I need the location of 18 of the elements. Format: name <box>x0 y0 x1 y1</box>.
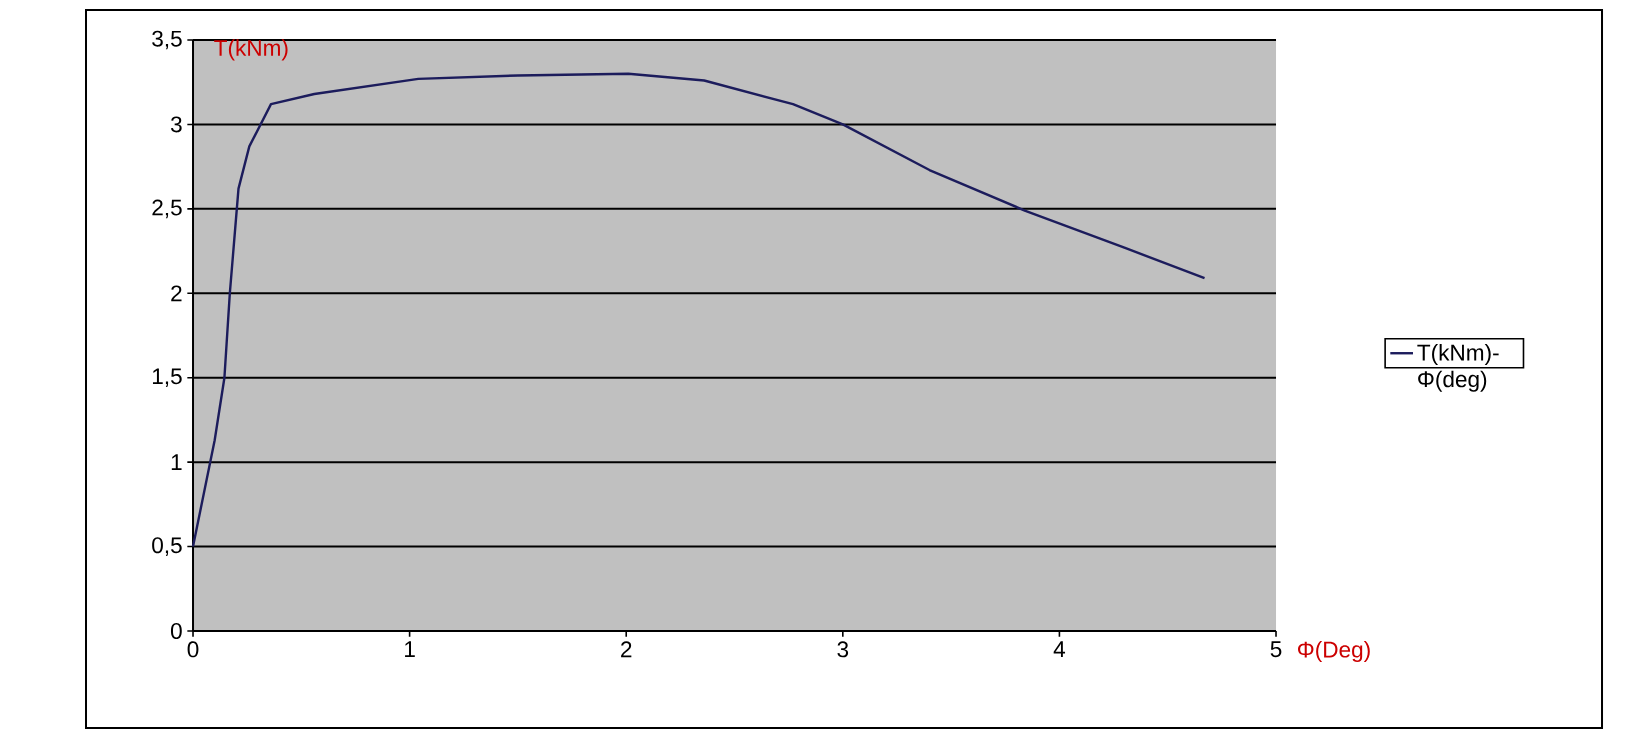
y-tick-label: 2 <box>171 285 182 302</box>
y-tick-label: 3 <box>170 116 182 133</box>
y-tick-label: 0 <box>170 623 182 639</box>
y-tick-label: 1 <box>171 454 182 470</box>
x-tick-label: 0 <box>187 641 199 658</box>
y-tick-label: 1,5 <box>152 368 182 387</box>
legend-label: T(kNm)-Φ(deg) <box>1417 344 1499 392</box>
x-tick-label: 1 <box>405 641 415 657</box>
x-tick-label: 3 <box>837 641 849 658</box>
y-tick-label: 2,5 <box>152 199 182 219</box>
x-tick-label: 2 <box>621 641 632 658</box>
y-tick-label: 0,5 <box>152 537 182 556</box>
y-tick-label: 3,5 <box>152 30 182 50</box>
x-tick-label: 4 <box>1053 641 1066 657</box>
y-axis-title: T(kNm) <box>214 39 288 61</box>
line-series <box>191 72 1206 548</box>
x-axis-title: Φ(Deg) <box>1298 641 1370 663</box>
x-tick-label: 5 <box>1270 641 1282 658</box>
